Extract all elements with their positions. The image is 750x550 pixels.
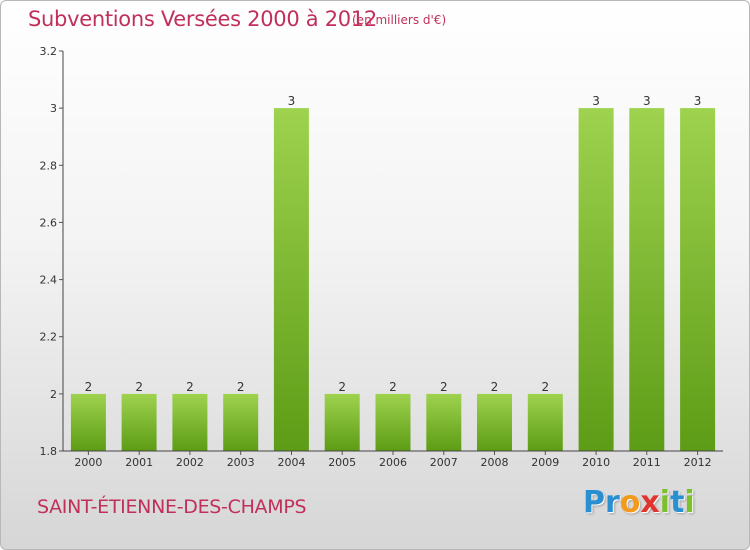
x-tick-label: 2010 (582, 456, 610, 469)
x-tick-label: 2006 (379, 456, 407, 469)
bar-2000 (70, 393, 106, 451)
x-tick-label: 2011 (633, 456, 661, 469)
bar-value-label: 2 (186, 380, 194, 394)
bar-value-label: 2 (440, 380, 448, 394)
x-tick-label: 2009 (531, 456, 559, 469)
logo-letter: r (605, 485, 620, 520)
x-tick-label: 2000 (74, 456, 102, 469)
bar-value-label: 2 (389, 380, 397, 394)
x-tick-label: 2001 (125, 456, 153, 469)
proxiti-logo: Proxiti (583, 485, 695, 520)
logo-letter: i (659, 485, 671, 520)
y-tick-label: 2.2 (40, 331, 58, 344)
bar-2010 (578, 108, 614, 451)
bar-value-label: 2 (338, 380, 346, 394)
bar-value-label: 2 (541, 380, 549, 394)
bar-2009 (527, 393, 563, 451)
x-tick-label: 2003 (227, 456, 255, 469)
logo-letter: x (640, 485, 660, 520)
x-tick-label: 2007 (430, 456, 458, 469)
bar-2012 (680, 108, 716, 451)
y-tick-label: 2.6 (40, 216, 58, 229)
logo-letter: o (619, 485, 641, 520)
bar-2004 (273, 108, 309, 451)
x-tick-label: 2005 (328, 456, 356, 469)
x-tick-label: 2004 (278, 456, 306, 469)
bar-value-label: 2 (85, 380, 93, 394)
x-tick-label: 2008 (481, 456, 509, 469)
bar-value-label: 3 (288, 94, 296, 108)
y-tick-label: 2.4 (40, 274, 58, 287)
bar-2001 (121, 393, 157, 451)
bar-2011 (629, 108, 665, 451)
logo-letter: i (684, 485, 695, 520)
bar-2003 (223, 393, 259, 451)
bar-2005 (324, 393, 360, 451)
y-tick-label: 3.2 (40, 45, 58, 58)
bar-value-label: 2 (135, 380, 143, 394)
bar-value-label: 2 (237, 380, 245, 394)
y-tick-label: 2.8 (40, 159, 58, 172)
bar-value-label: 3 (592, 94, 600, 108)
y-tick-label: 2 (50, 388, 57, 401)
x-tick-label: 2012 (684, 456, 712, 469)
bar-2002 (172, 393, 208, 451)
bar-2008 (477, 393, 512, 451)
chart-title: Subventions Versées 2000 à 2012 (28, 7, 377, 31)
bar-value-label: 3 (643, 94, 651, 108)
chart-unit: (en milliers d'€) (352, 13, 447, 27)
bar-value-label: 2 (491, 380, 499, 394)
logo-letter: t (670, 485, 685, 520)
x-tick-label: 2002 (176, 456, 204, 469)
bar-2007 (426, 393, 462, 451)
y-tick-label: 3 (50, 102, 57, 115)
commune-name: SAINT-ÉTIENNE-DES-CHAMPS (37, 496, 307, 518)
bar-2006 (375, 393, 411, 451)
bar-value-label: 3 (694, 94, 702, 108)
logo-letter: P (583, 485, 605, 520)
y-tick-label: 1.8 (40, 445, 58, 458)
